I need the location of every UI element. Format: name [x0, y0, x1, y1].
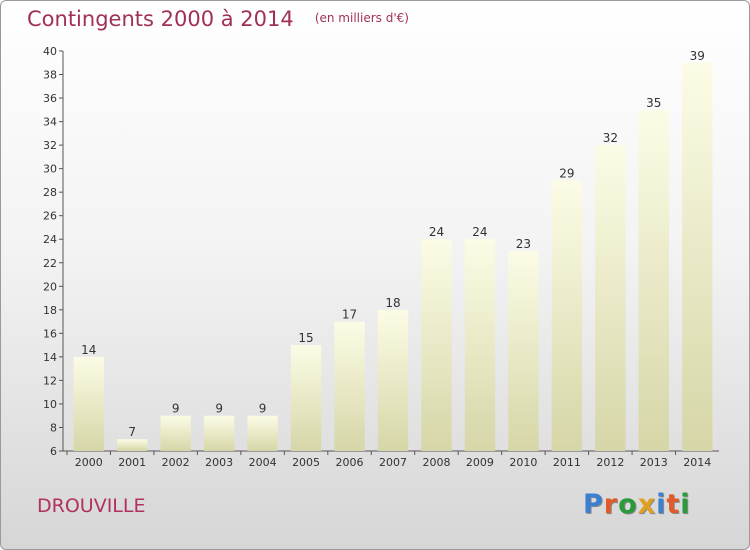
x-tick-label-2003: 2003 — [205, 456, 233, 469]
data-label-2001: 7 — [128, 425, 136, 439]
x-tick-label-2014: 2014 — [683, 456, 711, 469]
bar-2012 — [595, 145, 626, 451]
brand-letter: t — [666, 489, 681, 520]
proxiti-logo[interactable]: Proxiti — [583, 489, 691, 520]
bar-2009 — [464, 239, 496, 451]
bar-2003 — [203, 415, 235, 451]
bar-2001 — [116, 439, 148, 451]
y-tick-label: 28 — [43, 186, 57, 199]
data-label-2012: 32 — [603, 131, 618, 145]
data-label-2013: 35 — [646, 96, 661, 110]
brand-letter: r — [603, 489, 619, 520]
brand-letter: i — [656, 489, 667, 520]
data-label-2008: 24 — [429, 225, 444, 239]
y-tick-label: 18 — [43, 304, 57, 317]
x-tick-label-2011: 2011 — [553, 456, 581, 469]
chart-data-labels: 14 7 9 9 9 15 17 18 24 24 23 29 32 35 39 — [81, 49, 705, 439]
data-label-2009: 24 — [472, 225, 487, 239]
y-tick-label: 6 — [50, 445, 57, 458]
y-tick-label: 24 — [43, 233, 57, 246]
y-tick-label: 16 — [43, 327, 57, 340]
x-tick-label-2013: 2013 — [640, 456, 668, 469]
data-label-2005: 15 — [298, 331, 313, 345]
bar-2013 — [638, 109, 670, 451]
brand-letter: P — [583, 489, 604, 520]
y-tick-label: 22 — [43, 257, 57, 270]
y-tick-label: 40 — [43, 45, 57, 58]
data-label-2011: 29 — [559, 166, 574, 180]
chart-axes: 6 8 10 12 14 16 18 20 22 24 26 28 30 32 34 36 38 40 2000 20… — [43, 45, 719, 469]
x-tick-label-2004: 2004 — [249, 456, 277, 469]
data-label-2007: 18 — [385, 296, 400, 310]
y-tick-label: 12 — [43, 374, 57, 387]
brand-letter: x — [637, 489, 657, 520]
bar-2005 — [290, 345, 322, 451]
x-tick-label-2012: 2012 — [596, 456, 624, 469]
y-tick-label: 20 — [43, 280, 57, 293]
x-tick-label-2001: 2001 — [118, 456, 146, 469]
data-label-2003: 9 — [215, 402, 223, 416]
y-tick-label: 10 — [43, 398, 57, 411]
y-tick-label: 14 — [43, 351, 57, 364]
data-label-2014: 39 — [690, 49, 705, 63]
x-tick-label-2010: 2010 — [509, 456, 537, 469]
y-tick-label: 38 — [43, 69, 57, 82]
x-tick-label-2007: 2007 — [379, 456, 407, 469]
x-tick-label-2008: 2008 — [422, 456, 450, 469]
y-tick-label: 8 — [50, 421, 57, 434]
brand-letter: i — [680, 489, 691, 520]
data-label-2006: 17 — [342, 308, 357, 322]
commune-name: DROUVILLE — [37, 495, 146, 517]
y-tick-label: 30 — [43, 163, 57, 176]
data-label-2004: 9 — [259, 402, 267, 416]
x-tick-label-2005: 2005 — [292, 456, 320, 469]
bar-2007 — [377, 309, 409, 451]
brand-letter: o — [618, 489, 638, 520]
y-tick-label: 26 — [43, 210, 57, 223]
bar-2008 — [421, 239, 452, 451]
data-label-2000: 14 — [81, 343, 96, 357]
bar-2006 — [334, 321, 365, 451]
data-label-2010: 23 — [516, 237, 531, 251]
chart-title: Contingents 2000 à 2014 — [27, 7, 294, 31]
bar-2011 — [551, 180, 583, 452]
title-row: Contingents 2000 à 2014 (en milliers d'€… — [27, 7, 409, 31]
x-tick-label-2006: 2006 — [336, 456, 364, 469]
y-tick-label: 34 — [43, 116, 57, 129]
x-tick-label-2000: 2000 — [75, 456, 103, 469]
x-tick-label-2002: 2002 — [162, 456, 190, 469]
bar-2014 — [682, 62, 713, 451]
bar-2002 — [160, 415, 191, 451]
bar-2010 — [508, 251, 539, 451]
y-tick-label: 36 — [43, 92, 57, 105]
data-label-2002: 9 — [172, 402, 180, 416]
chart-bars — [73, 62, 713, 452]
x-tick-label-2009: 2009 — [466, 456, 494, 469]
bar-2004 — [247, 415, 278, 451]
chart-subtitle: (en milliers d'€) — [314, 11, 409, 25]
bar-2000 — [73, 356, 104, 451]
y-tick-label: 32 — [43, 139, 57, 152]
